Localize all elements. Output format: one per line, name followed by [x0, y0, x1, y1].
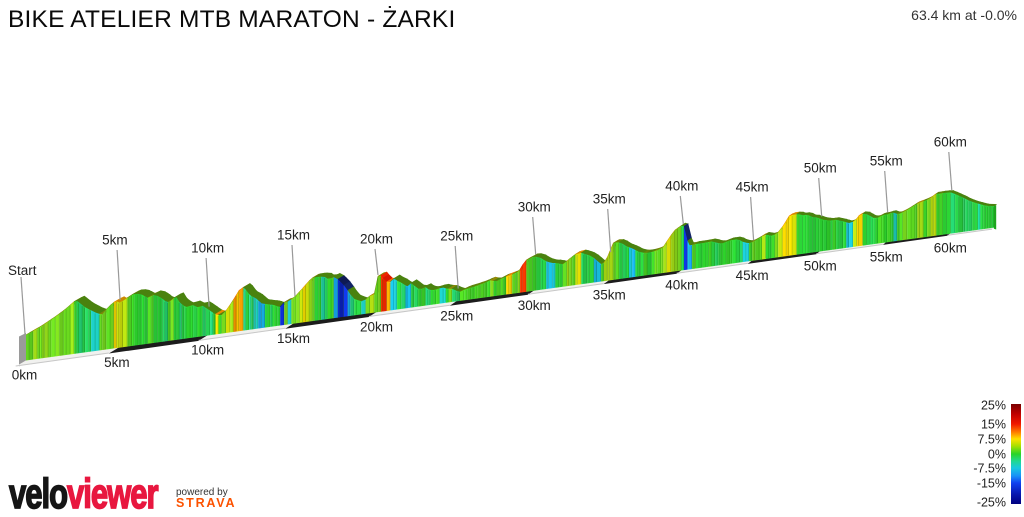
svg-text:7.5%: 7.5%: [978, 433, 1007, 447]
svg-text:15%: 15%: [981, 418, 1006, 432]
svg-text:35km: 35km: [593, 288, 626, 303]
svg-text:63.4 km at -0.0%: 63.4 km at -0.0%: [911, 7, 1017, 23]
svg-text:60km: 60km: [934, 135, 967, 150]
svg-text:-15%: -15%: [977, 477, 1006, 491]
svg-text:10km: 10km: [191, 343, 224, 358]
svg-text:powered by: powered by: [176, 487, 228, 498]
svg-text:35km: 35km: [593, 192, 626, 207]
svg-text:Start: Start: [8, 263, 37, 278]
svg-text:45km: 45km: [736, 180, 769, 195]
svg-text:45km: 45km: [736, 268, 769, 283]
svg-text:10km: 10km: [191, 241, 224, 256]
svg-text:40km: 40km: [665, 179, 698, 194]
svg-text:25km: 25km: [440, 308, 473, 323]
svg-text:0%: 0%: [988, 448, 1006, 462]
svg-text:40km: 40km: [665, 278, 698, 293]
svg-text:25%: 25%: [981, 399, 1006, 413]
svg-text:-25%: -25%: [977, 496, 1006, 510]
svg-text:STRAVA: STRAVA: [176, 496, 236, 510]
svg-text:55km: 55km: [870, 250, 903, 265]
svg-text:55km: 55km: [870, 154, 903, 169]
svg-text:60km: 60km: [934, 241, 967, 256]
svg-text:0km: 0km: [12, 368, 38, 383]
svg-text:BIKE ATELIER MTB MARATON - ŻAR: BIKE ATELIER MTB MARATON - ŻARKI: [8, 6, 455, 33]
svg-text:-7.5%: -7.5%: [973, 462, 1006, 476]
svg-text:5km: 5km: [104, 355, 130, 370]
svg-text:30km: 30km: [518, 200, 551, 215]
svg-text:50km: 50km: [804, 259, 837, 274]
svg-text:50km: 50km: [804, 161, 837, 176]
svg-text:25km: 25km: [440, 229, 473, 244]
svg-text:5km: 5km: [102, 233, 128, 248]
svg-text:20km: 20km: [360, 232, 393, 247]
svg-text:30km: 30km: [518, 298, 551, 313]
svg-text:veloviewer: veloviewer: [9, 470, 158, 512]
svg-text:20km: 20km: [360, 319, 393, 334]
svg-text:15km: 15km: [277, 228, 310, 243]
svg-text:15km: 15km: [277, 331, 310, 346]
